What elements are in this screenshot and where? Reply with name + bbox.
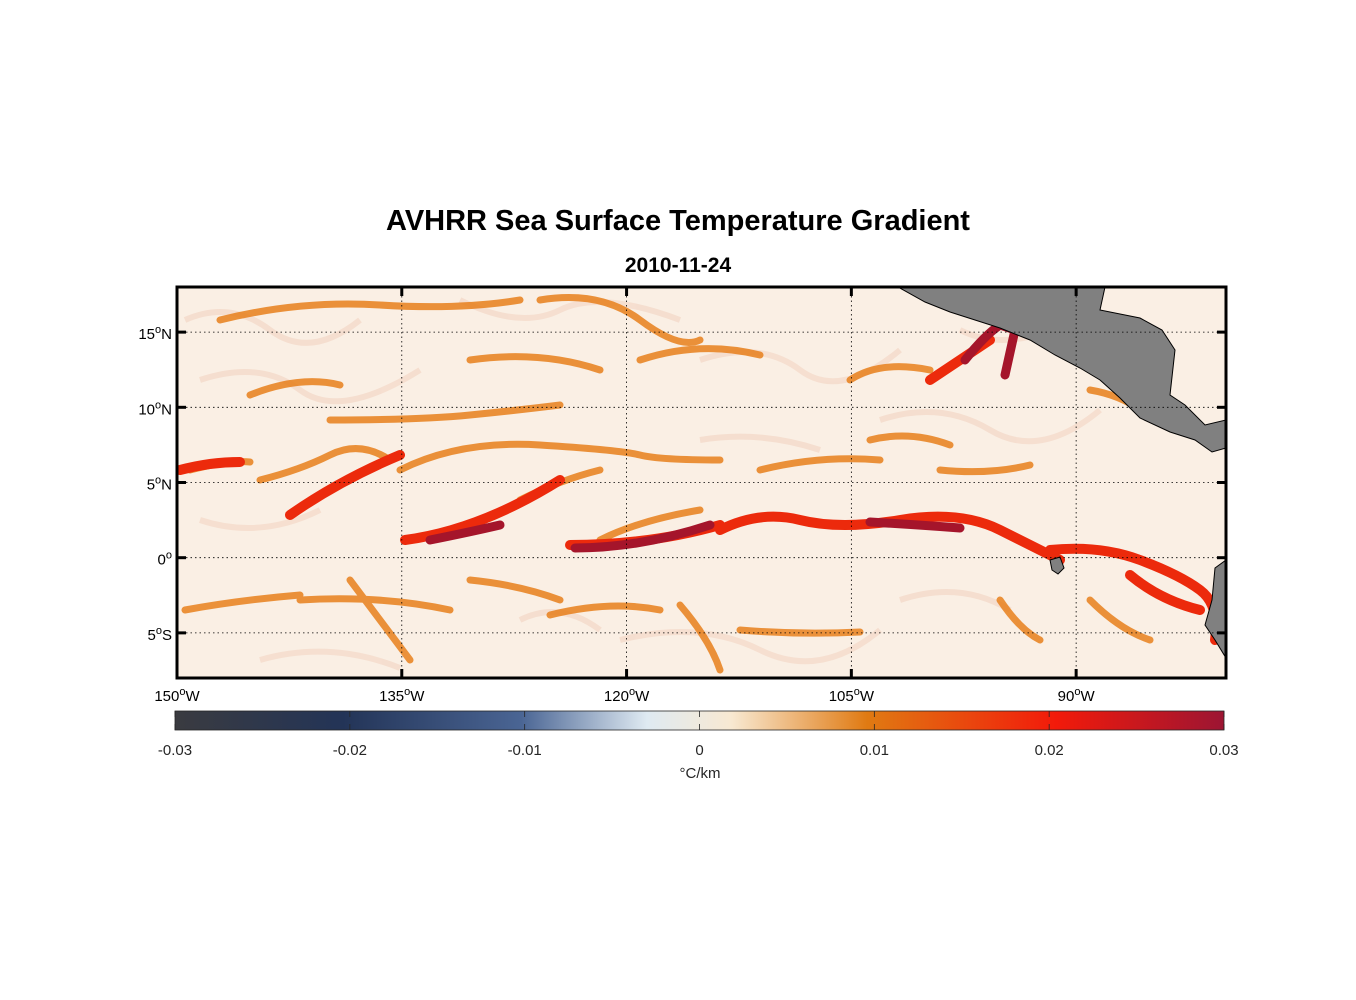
gradient-field <box>177 287 1226 674</box>
colorbar-tick-label: 0.01 <box>860 742 889 759</box>
colorbar-ticks: -0.03 -0.02 -0.01 0 0.01 0.02 0.03 <box>158 711 1239 759</box>
lon-tick-label: 150oW <box>154 686 200 705</box>
lat-tick-marks: 15oN 10oN 5oN 0o 5oS <box>138 324 1226 644</box>
land-central-america <box>896 287 1226 453</box>
colorbar-tick-label: 0.02 <box>1035 742 1064 759</box>
lon-tick-marks: 150oW 135oW 120oW 105oW 90oW <box>154 287 1095 705</box>
background-texture <box>183 297 1102 671</box>
lat-tick-label: 0o <box>158 550 172 569</box>
lat-tick-label: 15oN <box>138 324 172 343</box>
lon-tick-label: 120oW <box>604 686 650 705</box>
lat-tick-label: 10oN <box>138 399 172 418</box>
colorbar-tick-label: 0.03 <box>1209 742 1238 759</box>
map-title: AVHRR Sea Surface Temperature Gradient <box>386 205 970 237</box>
lat-tick-label: 5oS <box>148 625 172 644</box>
colorbar-label: °C/km <box>680 765 721 782</box>
colorbar-tick-label: -0.02 <box>333 742 367 759</box>
land-galapagos <box>1049 556 1065 575</box>
lon-tick-label: 135oW <box>379 686 425 705</box>
lon-tick-label: 90oW <box>1058 686 1096 705</box>
colorbar-tick-label: -0.03 <box>158 742 192 759</box>
lon-tick-label: 105oW <box>829 686 875 705</box>
front-lines-orange <box>181 294 1154 674</box>
grid-lines <box>177 287 1226 678</box>
colorbar-tick-label: -0.01 <box>508 742 542 759</box>
lat-tick-label: 5oN <box>147 475 172 494</box>
colorbar-tick-label: 0 <box>695 742 703 759</box>
map-subtitle: 2010-11-24 <box>624 254 732 277</box>
